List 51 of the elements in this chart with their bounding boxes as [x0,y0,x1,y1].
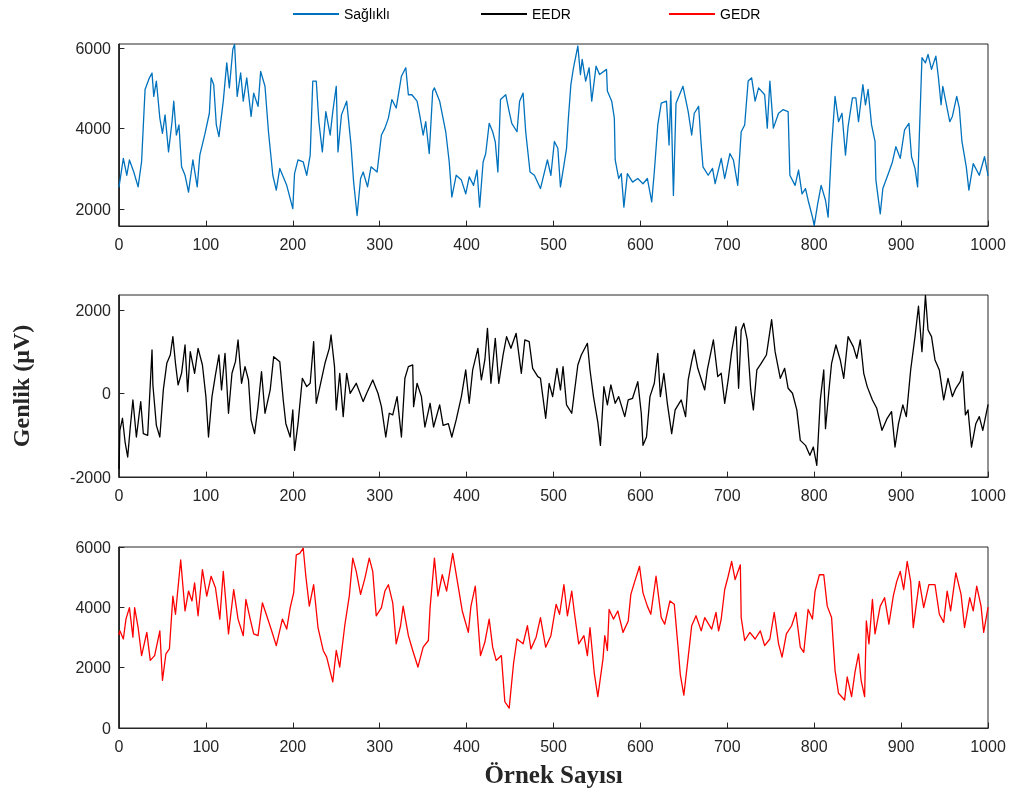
legend-label: GEDR [720,6,761,22]
x-tick-label: 1000 [970,737,1006,755]
y-tick-label: 6000 [75,538,112,556]
x-tick-label: 900 [887,235,915,253]
line-series [118,547,989,709]
x-tick-label: 600 [627,486,654,504]
x-tick-label: 100 [192,486,220,504]
x-tick-label: 300 [366,235,394,253]
x-tick-label: 600 [627,235,654,253]
y-axis-title: Genlik (μV) [8,324,34,448]
x-tick-label: 700 [713,486,741,504]
x-tick-label: 900 [887,737,915,755]
y-tick-label: 4000 [75,120,112,138]
x-tick-label: 500 [540,235,567,253]
x-tick-label: 100 [192,737,220,755]
x-tick-label: 400 [453,235,481,253]
x-tick-label: 200 [279,486,307,504]
legend-label: Sağlıklı [344,6,390,22]
x-tick-label: 400 [453,486,481,504]
x-tick-label: 300 [366,486,394,504]
x-tick-label: 700 [713,235,741,253]
x-tick-label: 700 [713,737,741,755]
x-tick-label: 800 [800,235,828,253]
y-tick-label: 2000 [75,301,112,319]
x-tick-label: 100 [192,235,220,253]
y-tick-label: 2000 [75,659,112,677]
legend-label: EEDR [532,6,571,22]
x-tick-label: 0 [114,486,124,504]
x-tick-label: 200 [279,737,307,755]
x-tick-label: 800 [800,737,828,755]
x-tick-label: 900 [887,486,915,504]
x-tick-label: 0 [114,737,124,755]
x-tick-label: 300 [366,737,394,755]
y-tick-label: -2000 [70,468,112,486]
x-tick-label: 400 [453,737,481,755]
line-series [118,43,989,227]
y-tick-label: 0 [102,385,112,403]
x-tick-label: 0 [114,235,124,253]
x-tick-label: 800 [800,486,828,504]
y-tick-label: 6000 [75,39,112,57]
y-tick-label: 4000 [75,598,112,616]
x-tick-label: 1000 [970,235,1006,253]
x-tick-label: 1000 [970,486,1006,504]
x-tick-label: 500 [540,737,567,755]
line-series [118,294,989,470]
y-tick-label: 0 [102,719,112,737]
x-axis-title: Örnek Sayısı [484,761,623,788]
y-tick-label: 2000 [75,200,112,218]
x-tick-label: 500 [540,486,567,504]
x-tick-label: 600 [627,737,654,755]
x-tick-label: 200 [279,235,307,253]
